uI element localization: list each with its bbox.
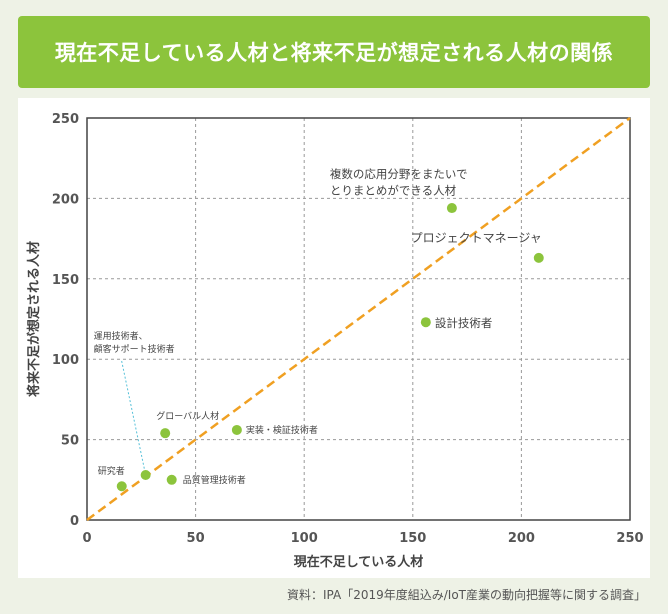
data-point-label: 複数の応用分野をまたいで — [330, 167, 468, 181]
scatter-chart: 0 50 100 150 200 250 0 50 100 150 200 250 現在不足している人材… — [26, 112, 644, 570]
chart-panel: 0 50 100 150 200 250 0 50 100 150 200 250 現在不足している人材… — [18, 98, 650, 578]
data-point — [116, 481, 127, 492]
y-tick-label: 250 — [52, 112, 79, 127]
y-tick-label: 150 — [52, 273, 79, 288]
y-axis-title: 将来不足が想定される人材 — [26, 241, 42, 397]
y-tick-label: 50 — [61, 434, 79, 449]
x-tick-label: 100 — [291, 531, 318, 546]
data-point-label: 運用技術者、 — [94, 330, 148, 342]
x-tick-label: 50 — [187, 531, 205, 546]
data-point-label: プロジェクトマネージャ — [411, 231, 542, 245]
data-point-label: とりまとめができる人材 — [330, 184, 457, 198]
data-point-label: 顧客サポート技術者 — [94, 343, 175, 355]
y-tick-label: 200 — [52, 192, 79, 207]
x-tick-label: 200 — [508, 531, 535, 546]
label-leader-line — [121, 360, 147, 476]
plot-frame — [86, 117, 631, 521]
data-point — [420, 317, 431, 328]
data-point-label: 研究者 — [98, 465, 125, 477]
data-point — [166, 474, 177, 485]
chart-title-banner: 現在不足している人材と将来不足が想定される人材の関係 — [18, 16, 650, 88]
data-point-label: 実装・検証技術者 — [246, 424, 318, 436]
source-note: 資料：IPA「2019年度組込み/IoT産業の動向把握等に関する調査」 — [286, 588, 646, 602]
data-point — [533, 252, 544, 263]
y-tick-label: 100 — [52, 353, 79, 368]
reference-diagonal-line — [86, 116, 631, 522]
data-point-label: 設計技術者 — [435, 316, 493, 330]
x-tick-label: 0 — [82, 531, 91, 546]
data-point-label: グローバル人材 — [156, 410, 219, 422]
y-tick-label: 0 — [70, 514, 79, 529]
chart-title: 現在不足している人材と将来不足が想定される人材の関係 — [54, 41, 614, 65]
x-axis-title: 現在不足している人材 — [294, 554, 424, 570]
x-tick-label: 250 — [616, 531, 643, 546]
data-point-label: 品質管理技術者 — [183, 474, 246, 486]
data-point — [231, 424, 242, 435]
x-tick-label: 150 — [399, 531, 426, 546]
data-point — [160, 428, 171, 439]
data-point — [446, 203, 457, 214]
data-point — [140, 469, 151, 480]
